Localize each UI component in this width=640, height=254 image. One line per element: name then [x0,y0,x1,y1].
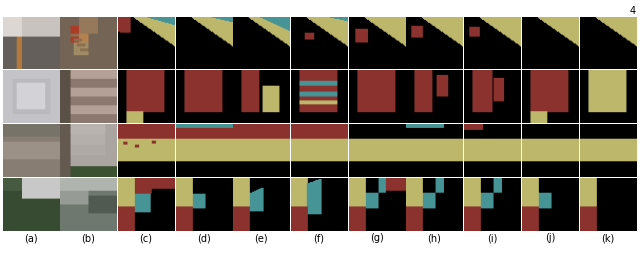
X-axis label: (c): (c) [140,233,152,243]
X-axis label: (k): (k) [601,233,614,243]
X-axis label: (j): (j) [545,233,555,243]
Text: 4: 4 [629,6,636,16]
X-axis label: (h): (h) [428,233,442,243]
X-axis label: (b): (b) [81,233,95,243]
X-axis label: (d): (d) [196,233,211,243]
X-axis label: (g): (g) [370,233,383,243]
X-axis label: (i): (i) [487,233,497,243]
X-axis label: (a): (a) [24,233,37,243]
X-axis label: (e): (e) [255,233,268,243]
X-axis label: (f): (f) [314,233,324,243]
